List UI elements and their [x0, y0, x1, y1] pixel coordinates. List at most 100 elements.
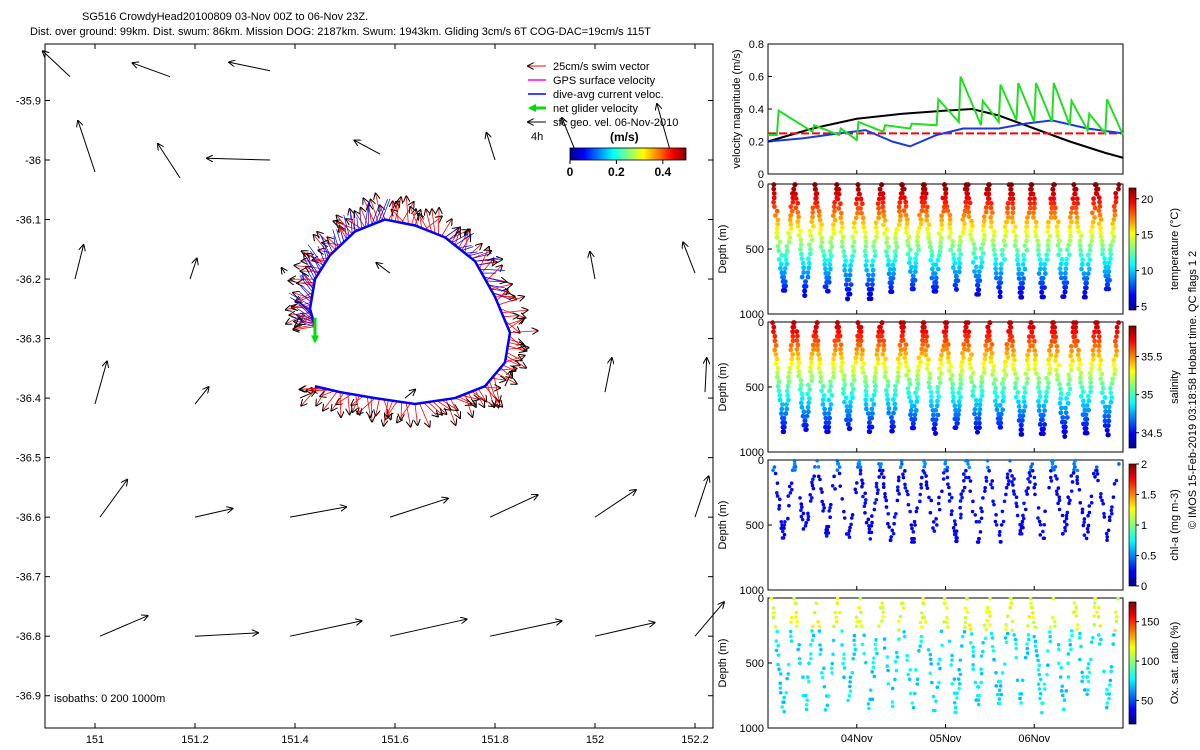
section-point	[807, 679, 811, 684]
section-point	[933, 275, 939, 281]
section-point	[1048, 639, 1053, 644]
section-point	[928, 652, 933, 657]
section-point	[1067, 233, 1073, 239]
section-point	[1041, 431, 1046, 437]
section-point	[997, 275, 1003, 281]
section-point	[968, 232, 973, 238]
section-point	[857, 606, 861, 610]
section-point	[941, 471, 946, 475]
section-point	[911, 530, 916, 534]
section-point	[1080, 510, 1085, 515]
section-point	[979, 671, 984, 676]
section-point	[997, 294, 1003, 300]
section-point	[1011, 489, 1016, 493]
section-point	[819, 235, 825, 241]
section-point	[1069, 348, 1075, 354]
section-point	[986, 337, 992, 343]
section-point	[1030, 468, 1035, 473]
section-point	[1047, 485, 1051, 490]
section-point	[842, 382, 848, 387]
section-point	[1038, 522, 1043, 527]
section-point	[789, 361, 795, 366]
section-point	[852, 652, 857, 656]
section-point	[779, 520, 784, 524]
section-point	[1056, 642, 1061, 647]
section-point	[778, 261, 784, 267]
section-point	[777, 497, 782, 502]
section-point	[992, 398, 998, 404]
section-point	[822, 411, 828, 416]
section-point	[924, 366, 930, 372]
section-point	[1012, 385, 1018, 391]
section-point	[1106, 269, 1112, 274]
section-point	[1091, 196, 1096, 202]
section-point	[961, 346, 967, 352]
section-point	[803, 279, 808, 285]
section-point	[928, 244, 933, 250]
section-point	[906, 502, 911, 507]
swim-vector	[455, 232, 459, 246]
section-point	[786, 662, 791, 667]
section-colorbar-tick-label: 0	[1141, 581, 1147, 593]
section-point	[904, 230, 909, 235]
section-point	[1028, 320, 1034, 326]
section-point	[952, 260, 958, 266]
section-point	[949, 495, 954, 500]
section-point	[906, 390, 912, 396]
section-point	[895, 378, 900, 384]
swim-vector	[477, 388, 486, 402]
section-point	[994, 407, 1000, 413]
section-point	[966, 329, 972, 335]
section-point	[1005, 355, 1011, 360]
section-point	[863, 253, 868, 259]
section-point	[891, 531, 896, 536]
section-point	[1069, 205, 1075, 211]
section-point	[1063, 525, 1067, 530]
section-point	[978, 530, 983, 534]
section-point	[850, 253, 855, 259]
section-point	[1052, 210, 1057, 216]
section-point	[786, 494, 791, 498]
section-point	[1042, 271, 1048, 276]
geo-vector	[194, 633, 258, 637]
section-point	[809, 652, 813, 656]
section-point	[858, 333, 864, 339]
section-point	[941, 208, 947, 214]
geo-vector	[133, 63, 171, 78]
swim-vector	[405, 402, 410, 427]
section-point	[962, 328, 968, 334]
dac-vector	[464, 251, 478, 254]
section-point	[853, 201, 859, 207]
section-point	[1081, 403, 1086, 408]
section-point	[984, 475, 988, 480]
section-point	[833, 610, 837, 615]
section-point	[981, 223, 986, 229]
section-point	[986, 186, 992, 192]
section-point	[970, 393, 976, 399]
section-point	[1013, 380, 1019, 386]
section-point	[1022, 385, 1028, 391]
section-point	[802, 288, 808, 294]
section-point	[782, 709, 787, 714]
velocity-y-tick-label: 0.4	[749, 104, 764, 116]
section-point	[1062, 519, 1067, 524]
section-point	[998, 261, 1004, 267]
section-point	[1096, 343, 1102, 349]
section-point	[947, 234, 952, 240]
section-point	[1020, 280, 1026, 286]
section-point	[964, 186, 970, 192]
section-point	[827, 509, 832, 513]
section-point	[808, 233, 814, 238]
section-point	[977, 693, 982, 698]
section-point	[1096, 348, 1102, 354]
section-point	[876, 196, 882, 202]
section-point	[782, 695, 786, 700]
section-point	[772, 204, 777, 210]
section-point	[873, 225, 879, 230]
section-point	[798, 382, 804, 388]
section-point	[895, 374, 901, 380]
section-point	[1113, 352, 1119, 358]
section-point	[922, 464, 927, 469]
section-point	[793, 205, 799, 211]
section-point	[781, 270, 787, 276]
